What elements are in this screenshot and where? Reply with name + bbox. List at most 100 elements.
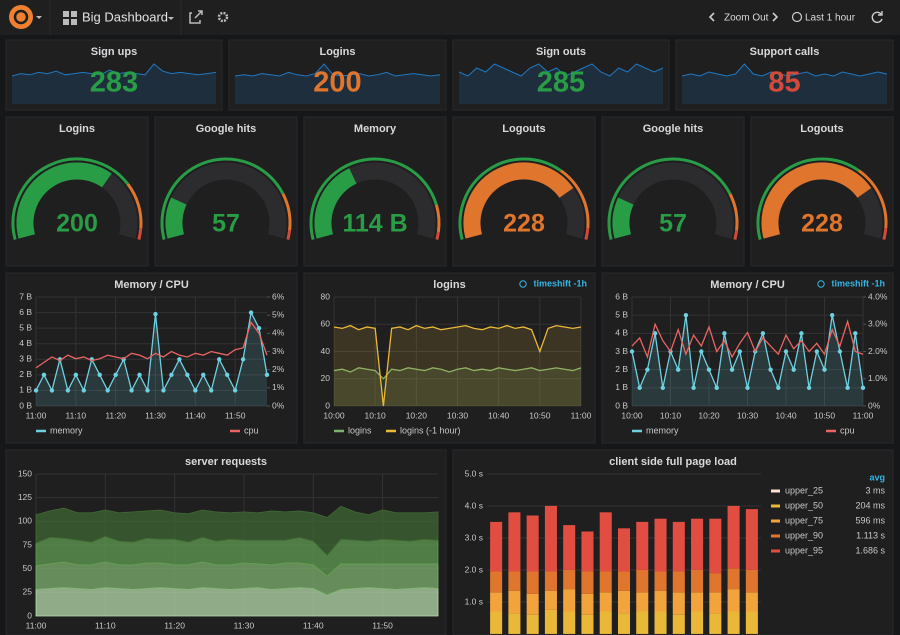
y-tick-label: 100 (18, 516, 32, 526)
legend-label: upper_90 (785, 530, 823, 540)
x-tick-label: 10:20 (698, 410, 720, 420)
threshold-band (126, 183, 143, 229)
zoom-back[interactable] (708, 12, 715, 22)
bar-segment (654, 590, 667, 612)
series-area (36, 312, 267, 406)
data-point (745, 385, 750, 391)
bar-segment (745, 509, 758, 570)
bar-segment (745, 592, 758, 612)
data-point (806, 385, 812, 391)
y2-tick-label: 0% (272, 400, 285, 410)
bar-segment (636, 592, 649, 612)
bar-segment (709, 613, 722, 634)
bar-segment (691, 569, 704, 593)
data-point (814, 349, 819, 354)
annotation-icon (817, 280, 825, 288)
bar-segment (691, 611, 704, 634)
sparkline-area (235, 64, 440, 104)
threshold-band (434, 204, 441, 233)
legend-label: upper_25 (785, 485, 823, 495)
bar-segment (727, 589, 740, 612)
dashboard-icon[interactable] (63, 11, 77, 25)
gauge-label: 228 (801, 210, 843, 238)
y-tick-label: 75 (23, 539, 33, 549)
stacked-area (35, 505, 439, 557)
panel-title: Logouts (800, 123, 843, 135)
data-point (137, 372, 142, 378)
time-range[interactable]: Last 1 hour (805, 13, 856, 24)
x-tick-label: 11:00 (853, 410, 874, 420)
icon-cell (63, 11, 69, 17)
data-point (232, 388, 238, 393)
zoom-forward[interactable] (772, 12, 779, 22)
icon-cell (71, 11, 77, 17)
threshold-band (160, 157, 285, 240)
y-tick-label: 0 (27, 610, 32, 620)
stat-value: 85 (768, 67, 800, 99)
data-point (129, 388, 134, 393)
panel-title: Google hits (196, 123, 257, 135)
dashboard-title[interactable]: Big Dashboard (82, 9, 168, 24)
bar-segment (563, 589, 576, 612)
share-icon[interactable] (189, 10, 203, 24)
legend-label: logins (348, 425, 372, 435)
x-tick-label: 11:10 (95, 620, 116, 630)
logo-ring (13, 9, 29, 25)
refresh-icon[interactable] (871, 11, 883, 24)
threshold-band (286, 230, 292, 240)
y-tick-label: 150 (18, 468, 32, 478)
gauge-label: 114 B (342, 210, 407, 238)
bar-segment (599, 571, 612, 593)
logo[interactable] (9, 5, 42, 29)
bar-segment (654, 571, 667, 591)
data-point (768, 367, 773, 372)
legend-label: memory (50, 425, 83, 435)
stat-value: 200 (313, 67, 361, 99)
series-line (631, 319, 864, 360)
bar-segment (636, 521, 649, 570)
y-tick-label: 4 B (615, 328, 628, 338)
y-tick-label: 20 (321, 373, 331, 383)
threshold-band (584, 227, 590, 240)
bar-segment (709, 518, 722, 574)
title-caret[interactable] (168, 17, 174, 20)
logo-icon[interactable] (9, 5, 33, 29)
annotation: timeshift -1h (533, 278, 587, 288)
settings-icon[interactable] (217, 11, 229, 23)
y-tick-label: 60 (321, 319, 331, 329)
top-nav (0, 0, 900, 35)
series-area (632, 315, 863, 406)
series-line (35, 310, 268, 393)
bar-segment (617, 571, 631, 591)
legend-label: memory (646, 425, 679, 435)
panel-title: client side full page load (609, 456, 737, 468)
x-tick-label: 11:30 (234, 620, 255, 630)
gauge-value (761, 162, 872, 239)
x-tick-label: 10:10 (365, 410, 387, 420)
gauge-label: 200 (56, 210, 98, 238)
series-line (333, 324, 582, 407)
x-tick-label: 10:30 (447, 410, 469, 420)
clock-icon[interactable] (791, 11, 803, 23)
x-tick-label: 10:00 (323, 410, 345, 420)
data-point (161, 388, 166, 393)
threshold-band (11, 157, 129, 240)
data-point (240, 357, 246, 362)
data-point (97, 372, 102, 378)
bar-segment (599, 611, 612, 634)
bar-segment (544, 571, 557, 591)
legend-header: avg (869, 472, 885, 482)
bar-segment (599, 592, 612, 612)
y2-tick-label: 2.0% (868, 346, 888, 356)
data-point (783, 349, 789, 354)
data-point (256, 325, 262, 331)
zoom-out[interactable]: Zoom Out (724, 13, 769, 24)
legend-label: upper_95 (785, 545, 823, 555)
bar-segment (599, 512, 612, 572)
x-tick-label: 11:10 (66, 410, 87, 420)
x-tick-label: 10:00 (621, 410, 643, 420)
panel-title: Google hits (643, 123, 704, 135)
y-tick-label: 0 (325, 400, 330, 410)
bar-segment (691, 518, 704, 570)
data-point (645, 367, 650, 372)
